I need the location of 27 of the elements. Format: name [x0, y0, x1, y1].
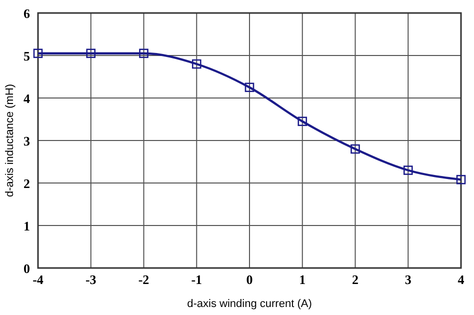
- x-tick-label: -1: [191, 272, 202, 287]
- x-tick-label: 3: [404, 272, 412, 287]
- y-tick-label: 1: [24, 218, 30, 234]
- y-tick-label: 0: [24, 261, 30, 276]
- point: [244, 82, 254, 92]
- point: [33, 48, 43, 58]
- y-tick-label: 4: [24, 91, 30, 106]
- point: [456, 174, 466, 184]
- point: [192, 59, 202, 69]
- point: [403, 166, 413, 175]
- y-axis-title: d-axis inductance (mH): [4, 84, 16, 198]
- y-tick-label: 2: [24, 176, 30, 191]
- x-tick-label: 1: [299, 272, 306, 287]
- y-tick-label: 3: [24, 134, 30, 148]
- point: [86, 48, 96, 58]
- x-tick-label: 2: [352, 272, 358, 287]
- x-tick-label: 0: [246, 272, 253, 287]
- y-tick-label: 6: [24, 6, 30, 21]
- x-axis-title: d-axis winding current (A): [187, 298, 312, 310]
- point: [139, 48, 148, 58]
- x-tick-label: -4: [32, 272, 44, 287]
- x-tick-label: -2: [138, 272, 150, 287]
- x-tick-label: -3: [85, 272, 97, 287]
- point: [298, 116, 308, 126]
- y-tick-label: 5: [24, 48, 30, 64]
- point: [350, 144, 360, 154]
- x-tick-label: 4: [458, 272, 465, 287]
